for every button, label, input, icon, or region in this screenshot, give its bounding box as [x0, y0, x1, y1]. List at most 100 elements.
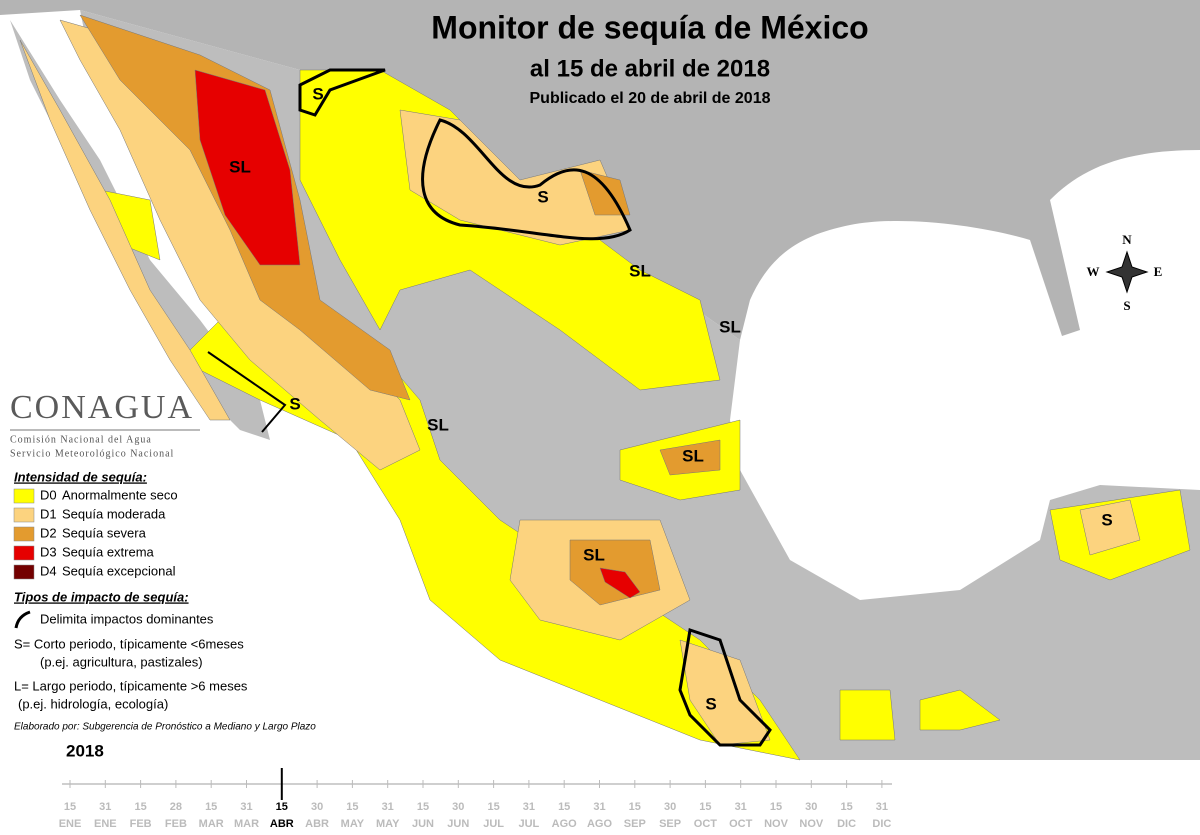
- short-term: S= Corto periodo, típicamente <6meses: [14, 636, 244, 651]
- timeline-month: JUL: [519, 818, 540, 830]
- compass: N S W E: [1087, 232, 1163, 313]
- timeline-day: 30: [805, 801, 817, 813]
- legend-label: Sequía severa: [62, 525, 147, 540]
- timeline-month: AGO: [552, 818, 578, 830]
- logo-name: CONAGUA: [10, 389, 194, 426]
- impact-boundary: [298, 68, 386, 117]
- impact-line: [207, 351, 287, 433]
- legend-label: Sequía extrema: [62, 544, 155, 559]
- compass-rose: [1105, 250, 1149, 294]
- timeline-day: 15: [487, 801, 499, 813]
- impact-label: SL: [682, 446, 704, 465]
- timeline-day: 30: [664, 801, 676, 813]
- timeline-month: JUN: [412, 818, 434, 830]
- impact-boundary: [421, 118, 632, 241]
- timeline-day: 31: [523, 801, 535, 813]
- timeline-month: AGO: [587, 818, 613, 830]
- compass-n: N: [1122, 232, 1132, 247]
- timeline-month: DIC: [872, 818, 891, 830]
- drought-area: [194, 69, 301, 266]
- timeline-day: 15: [770, 801, 782, 813]
- timeline-month: FEB: [165, 818, 187, 830]
- legend-swatch: [13, 545, 35, 561]
- map-labels: SL S S SL SL S SL SL SL S S: [229, 84, 1113, 713]
- timeline-month: ENE: [59, 818, 82, 830]
- logo: CONAGUA Comisión Nacional del Agua Servi…: [10, 389, 200, 459]
- timeline-month: MAR: [234, 818, 259, 830]
- timeline-month: ENE: [94, 818, 117, 830]
- drought-area: [679, 639, 771, 746]
- compass-e: E: [1154, 264, 1163, 279]
- legend-swatch: [13, 507, 35, 523]
- timeline-day: 31: [382, 801, 394, 813]
- legend-code: D2: [40, 525, 57, 540]
- drought-areas: [19, 14, 1191, 761]
- impact-label: S: [705, 694, 716, 713]
- timeline-day: 31: [735, 801, 747, 813]
- drought-area: [919, 689, 1001, 731]
- title: Monitor de sequía de México: [431, 9, 868, 45]
- impact-label: SL: [629, 261, 651, 280]
- legend-label: Anormalmente seco: [62, 487, 178, 502]
- compass-s: S: [1123, 298, 1130, 313]
- legend-label: Sequía excepcional: [62, 563, 176, 578]
- timeline: 2018 15 ENE 31 ENE 15 FEB 28 FEB 15 MAR 31 MAR 15 ABR…: [59, 741, 892, 830]
- timeline-day: 15: [64, 801, 76, 813]
- subtitle: al 15 de abril de 2018: [530, 55, 770, 82]
- timeline-day: 15: [417, 801, 429, 813]
- timeline-day: 15: [558, 801, 570, 813]
- timeline-month: ABR: [270, 818, 294, 830]
- timeline-day: 31: [876, 801, 888, 813]
- boundary-icon: [14, 610, 31, 629]
- timeline-month: NOV: [799, 818, 824, 830]
- timeline-day: 30: [311, 801, 323, 813]
- timeline-day: 31: [240, 801, 252, 813]
- impact-title: Tipos de impacto de sequía:: [14, 589, 189, 604]
- impact-label: SL: [427, 415, 449, 434]
- logo-agency: Comisión Nacional del Agua: [10, 434, 152, 445]
- timeline-month: SEP: [624, 818, 646, 830]
- timeline-day: 15: [346, 801, 358, 813]
- impact-label: SL: [719, 317, 741, 336]
- legend-code: D1: [40, 506, 57, 521]
- drought-area: [599, 567, 641, 599]
- timeline-month: OCT: [729, 818, 753, 830]
- timeline-day: 31: [99, 801, 111, 813]
- timeline-month: JUL: [483, 818, 504, 830]
- timeline-month: MAY: [341, 818, 365, 830]
- short-examples: (p.ej. agricultura, pastizales): [40, 654, 203, 669]
- timeline-month: MAY: [376, 818, 400, 830]
- drought-area: [839, 689, 896, 741]
- impact-label: S: [1101, 510, 1112, 529]
- drought-area: [659, 439, 721, 476]
- logo-service: Servicio Meteorológico Nacional: [10, 448, 174, 459]
- published: Publicado el 20 de abril de 2018: [530, 90, 771, 107]
- timeline-day: 15: [276, 801, 288, 813]
- drought-area: [1079, 499, 1141, 556]
- timeline-day: 30: [452, 801, 464, 813]
- timeline-day: 15: [629, 801, 641, 813]
- compass-w: W: [1087, 264, 1100, 279]
- legend-code: D3: [40, 544, 57, 559]
- timeline-year: 2018: [66, 741, 104, 760]
- timeline-day: 31: [593, 801, 605, 813]
- legend-label: Sequía moderada: [62, 506, 166, 521]
- legend-code: D4: [40, 563, 57, 578]
- timeline-month: JUN: [447, 818, 469, 830]
- long-examples: (p.ej. hidrología, ecología): [18, 696, 168, 711]
- timeline-month: SEP: [659, 818, 681, 830]
- impact-label: S: [312, 84, 323, 103]
- long-term: L= Largo periodo, típicamente >6 meses: [14, 678, 248, 693]
- legend-swatch: [13, 488, 35, 504]
- legend-code: D0: [40, 487, 57, 502]
- boundary-text: Delimita impactos dominantes: [40, 611, 214, 626]
- timeline-day: 15: [699, 801, 711, 813]
- legend-swatch: [13, 526, 35, 542]
- legend: Intensidad de sequía: Tipos de impacto d…: [13, 469, 316, 733]
- impact-label: S: [537, 187, 548, 206]
- credit: Elaborado por: Subgerencia de Pronóstico…: [14, 722, 316, 733]
- timeline-month: DIC: [837, 818, 856, 830]
- impact-label: SL: [583, 545, 605, 564]
- timeline-month: OCT: [694, 818, 718, 830]
